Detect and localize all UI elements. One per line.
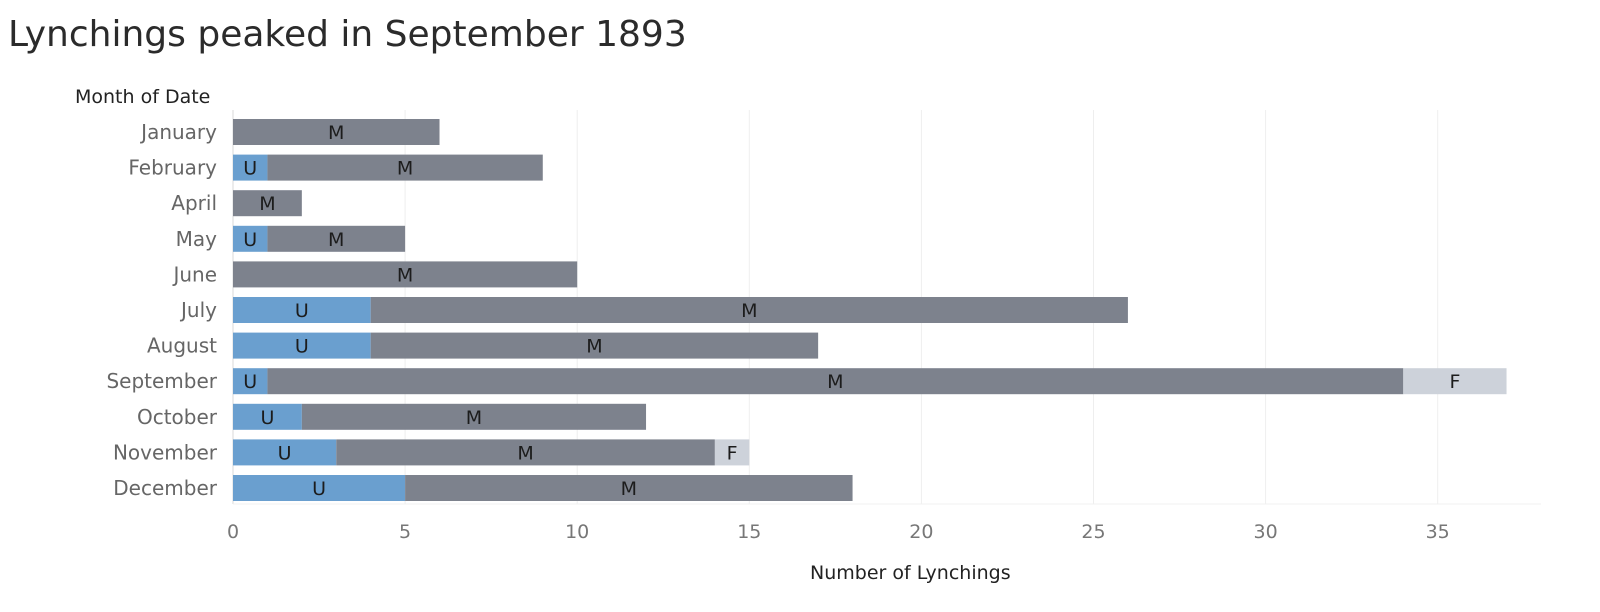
bar-segment-u [233, 297, 371, 323]
bar-segment-label: M [827, 371, 843, 393]
x-tick-label: 30 [1254, 521, 1278, 543]
bar-segment-u [233, 439, 337, 466]
bar-segment-label: M [586, 336, 602, 358]
x-axis-label: Number of Lynchings [810, 562, 1011, 584]
bar-segment-label: M [259, 193, 275, 215]
bar-segment-u [233, 368, 268, 395]
bar-segment-label: M [397, 264, 413, 286]
bar-segment-label: U [243, 229, 257, 251]
chart-title: Lynchings peaked in September 1893 [8, 14, 687, 55]
bar-segment-label: U [295, 300, 309, 322]
category-label: February [128, 156, 217, 180]
bar-segment-f [714, 439, 750, 466]
category-label: December [113, 476, 217, 500]
bar-segment-f [1403, 368, 1507, 395]
bar-segment-label: U [295, 336, 309, 358]
category-label: July [179, 298, 217, 322]
bar-segment-u [233, 154, 268, 181]
x-axis-ticks: 0 5 10 15 20 25 30 35 [227, 521, 1450, 543]
bar-segment-label: F [1449, 371, 1460, 393]
bar-segment-m [267, 225, 406, 252]
bar-segment-m [336, 439, 715, 466]
bar-segment-u [233, 225, 268, 252]
row-header: Month of Date [75, 86, 211, 108]
bar-segment-m [370, 332, 819, 359]
bar-segment-m [370, 297, 1128, 323]
bar-segment-u [233, 332, 371, 359]
bar-segment-m [267, 154, 543, 181]
bar-segment-label: M [741, 300, 757, 322]
x-tick-label: 20 [909, 521, 933, 543]
bar-segment-label: U [312, 478, 326, 500]
x-tick-label: 15 [737, 521, 761, 543]
bar-segment-label: M [328, 229, 344, 251]
category-label: June [171, 262, 217, 286]
bar-segment-m [233, 190, 302, 217]
x-tick-label: 25 [1081, 521, 1105, 543]
bar-segment-m [267, 368, 1404, 395]
bar-segment-m [233, 261, 578, 288]
category-label: November [113, 440, 218, 464]
bar-segment-label: F [727, 442, 738, 464]
category-label: October [137, 405, 218, 429]
x-tick-label: 10 [565, 521, 589, 543]
category-label: September [106, 369, 217, 393]
x-tick-label: 0 [227, 521, 239, 543]
x-tick-label: 35 [1426, 521, 1450, 543]
bar-segment-label: U [243, 371, 257, 393]
category-label: May [176, 227, 218, 251]
category-labels: January February April May June July August Sep… [106, 120, 217, 500]
category-label: April [171, 191, 217, 215]
bar-segment-label: M [621, 478, 637, 500]
bar-segment-m [301, 403, 647, 430]
x-tick-label: 5 [399, 521, 411, 543]
bar-segment-label: M [397, 158, 413, 180]
bar-segment-u [233, 403, 302, 430]
bar-segment-u [233, 475, 406, 501]
bar-segment-label: U [260, 407, 274, 429]
bar-segment-label: M [466, 407, 482, 429]
bar-segment-m [405, 475, 853, 501]
category-label: August [147, 334, 217, 358]
bars: MU MMU MMU MU MU M FU MU M FU M [233, 119, 1507, 501]
bar-segment-m [233, 119, 440, 145]
category-label: January [139, 120, 217, 144]
bar-segment-label: U [243, 158, 257, 180]
bar-segment-label: U [278, 442, 292, 464]
bar-segment-label: M [328, 122, 344, 144]
bar-segment-label: M [517, 442, 533, 464]
